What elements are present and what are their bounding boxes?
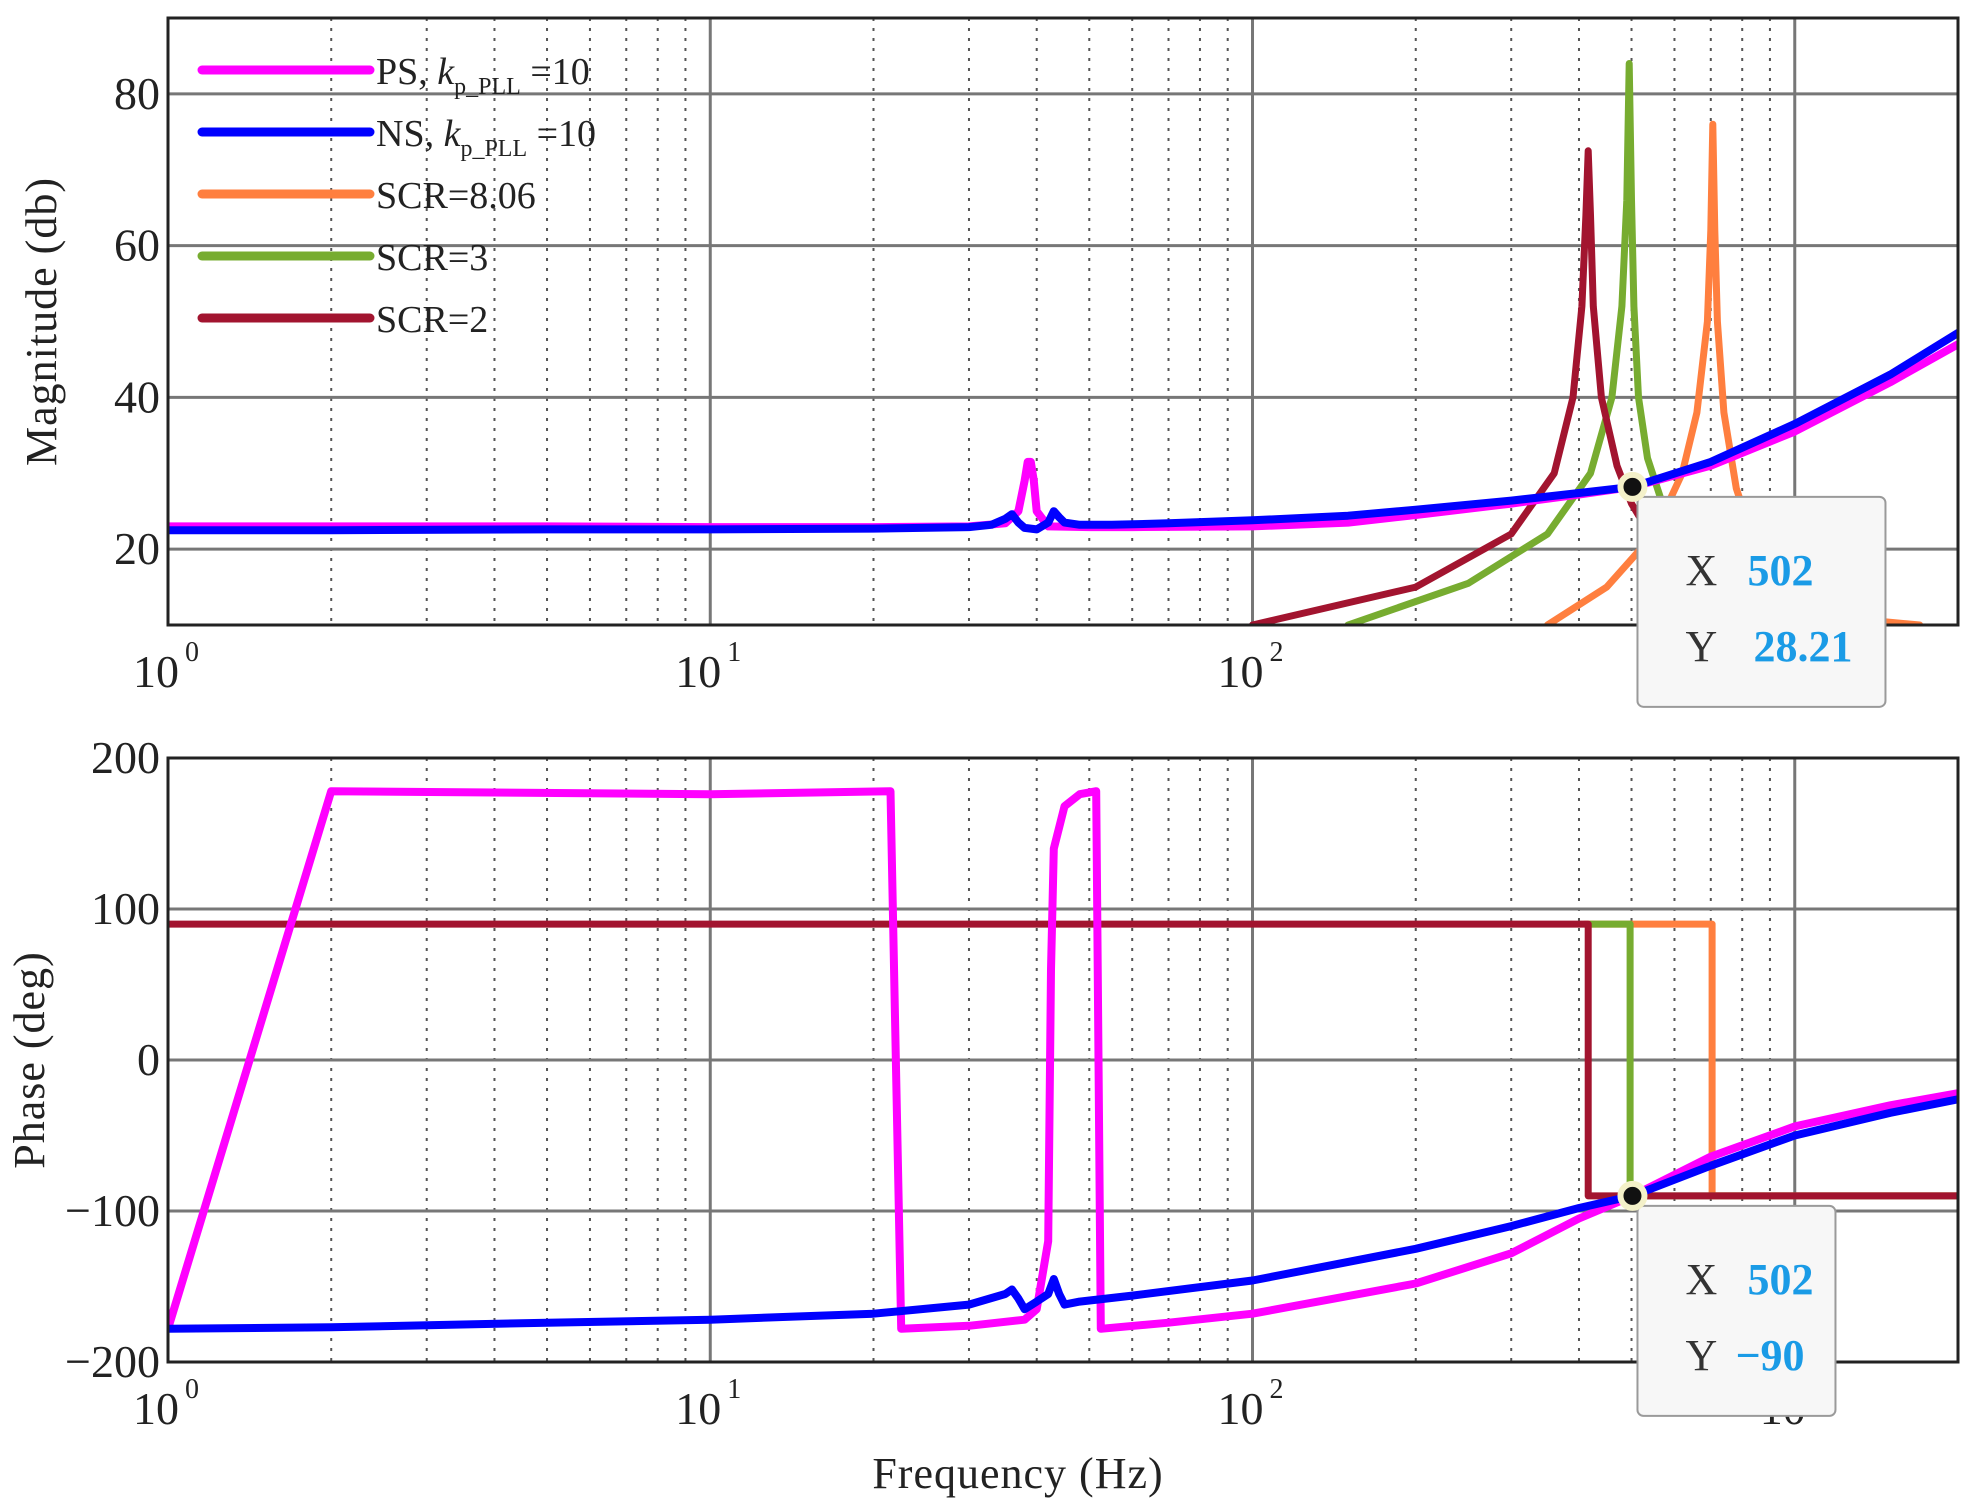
- magnitude-xtick-exponent: 2: [1270, 637, 1284, 668]
- magnitude-series-scr3: [1344, 60, 1678, 625]
- magnitude-ytick-label: 20: [114, 523, 160, 574]
- magnitude-datatip-x-letter: X: [1685, 546, 1717, 595]
- legend-label-scr806: SCR=8.06: [376, 175, 536, 217]
- legend-label-scr2: SCR=2: [376, 299, 488, 341]
- magnitude-datatip-marker[interactable]: [1617, 471, 1648, 502]
- phase-ytick-label: 200: [91, 732, 160, 783]
- phase-xlabel: Frequency (Hz): [872, 1449, 1163, 1498]
- phase-xtick-label: 10: [675, 1383, 721, 1434]
- magnitude-ylabel: Magnitude (db): [17, 177, 66, 466]
- legend-label-ps: PS, kp_PLL =10: [376, 51, 590, 100]
- phase-xtick-exponent: 1: [727, 1374, 741, 1405]
- phase-xtick-exponent: 0: [185, 1374, 199, 1405]
- magnitude-xtick-label: 10: [675, 646, 721, 697]
- magnitude-datatip-y-value: 28.21: [1753, 622, 1852, 671]
- magnitude-xtick-label: 10: [1218, 646, 1264, 697]
- magnitude-datatip-box: [1636, 495, 1887, 708]
- magnitude-axes: 20406080100101102103Magnitude (db)PS, kp…: [17, 16, 1960, 697]
- phase-datatip[interactable]: X 502 Y −90: [1617, 1180, 1837, 1417]
- legend-label-scr3: SCR=3: [376, 237, 488, 279]
- magnitude-xtick-label: 10: [133, 646, 179, 697]
- magnitude-series-ns: [168, 328, 1958, 535]
- magnitude-datatip-y-letter: Y: [1685, 622, 1717, 671]
- phase-xtick-exponent: 2: [1270, 1374, 1284, 1405]
- phase-ylabel: Phase (deg): [5, 951, 54, 1169]
- magnitude-xtick-exponent: 1: [727, 637, 741, 668]
- magnitude-ytick-label: 80: [114, 68, 160, 119]
- phase-ytick-label: −100: [65, 1185, 160, 1236]
- magnitude-axes-frame: [166, 16, 1960, 627]
- phase-datatip-marker[interactable]: [1617, 1180, 1648, 1211]
- phase-datatip-y-value: −90: [1735, 1331, 1804, 1380]
- magnitude-ytick-label: 40: [114, 371, 160, 422]
- phase-datatip-box: [1636, 1204, 1837, 1417]
- magnitude-datatip[interactable]: X 502 Y 28.21: [1617, 471, 1887, 708]
- phase-ytick-label: 0: [137, 1034, 160, 1085]
- phase-ytick-label: −200: [65, 1336, 160, 1387]
- phase-xtick-label: 10: [1218, 1383, 1264, 1434]
- phase-datatip-x-value: 502: [1747, 1255, 1813, 1304]
- magnitude-datatip-x-value: 502: [1747, 546, 1813, 595]
- phase-datatip-x-letter: X: [1685, 1255, 1717, 1304]
- phase-axes-frame: [166, 756, 1960, 1364]
- phase-ytick-label: 100: [91, 883, 160, 934]
- phase-xtick-label: 10: [133, 1383, 179, 1434]
- magnitude-ytick-label: 60: [114, 220, 160, 271]
- magnitude-xtick-exponent: 0: [185, 637, 199, 668]
- phase-series-scr2: [168, 920, 1958, 1200]
- phase-datatip-y-letter: Y: [1685, 1331, 1717, 1380]
